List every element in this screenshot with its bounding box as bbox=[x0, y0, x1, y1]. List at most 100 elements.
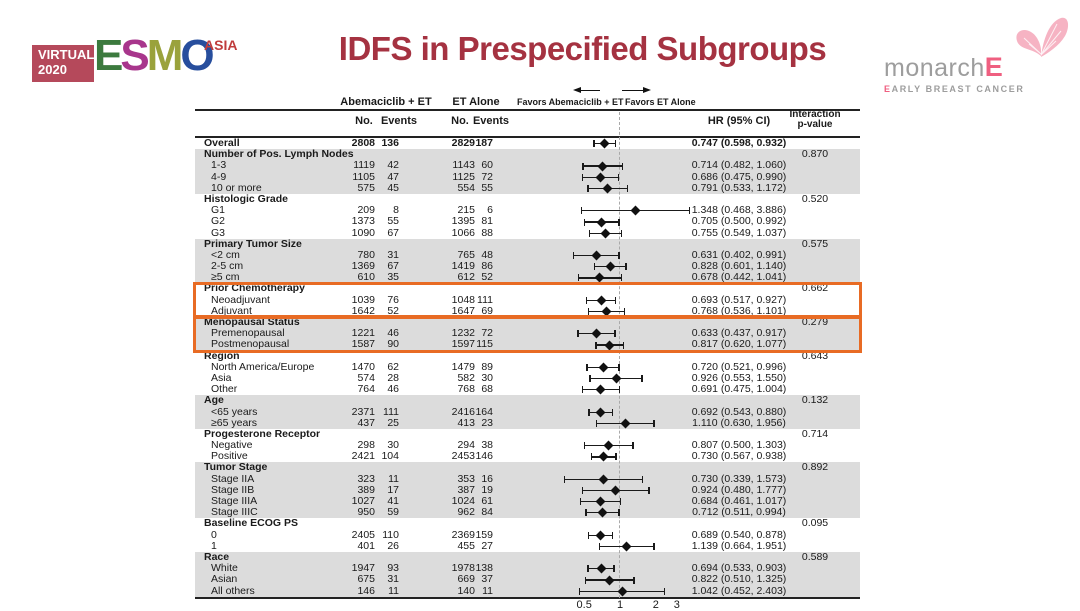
abemaciclib-events: 52 bbox=[387, 304, 399, 317]
section-label: Baseline ECOG PS bbox=[204, 517, 298, 530]
subgroup-label: Premenopausal bbox=[211, 327, 285, 340]
subgroup-row-1: 1 401 26 455 27 1.139 (0.664, 1.951) bbox=[195, 539, 860, 552]
abemaciclib-events: 55 bbox=[387, 215, 399, 228]
abemaciclib-events: 90 bbox=[387, 338, 399, 351]
subgroup-row-stage-iiia: Stage IIIA 1027 41 1024 61 0.684 (0.461, 1.01… bbox=[195, 495, 860, 507]
monarche-logo: monarchE EARLY BREAST CANCER bbox=[884, 17, 1074, 94]
hr-diamond bbox=[602, 183, 613, 194]
abemaciclib-n: 574 bbox=[357, 371, 375, 384]
ci-cap-high bbox=[618, 218, 620, 226]
et-alone-n: 962 bbox=[457, 506, 475, 519]
abemaciclib-n: 1369 bbox=[351, 260, 375, 273]
section-header-row-menopausal-status: Menopausal Status 0.279 bbox=[195, 316, 860, 328]
interaction-p-value: 0.575 bbox=[801, 237, 829, 250]
ci-cap-high bbox=[653, 419, 655, 427]
esmo-letter-s: S bbox=[120, 31, 149, 80]
et-alone-events: 52 bbox=[481, 271, 493, 284]
ci-cap-high bbox=[632, 442, 634, 450]
esmo-asia-logo: VIRTUAL 2020 ESMO ASIA bbox=[32, 34, 262, 95]
et-alone-events: 38 bbox=[481, 439, 493, 452]
hr-diamond bbox=[595, 496, 606, 507]
subgroup-row-stage-iiic: Stage IIIC 950 59 962 84 0.712 (0.511, 0.994) bbox=[195, 506, 860, 519]
subgroup-label: Other bbox=[211, 383, 238, 396]
hr-diamond bbox=[620, 418, 631, 429]
abemaciclib-events: 17 bbox=[387, 483, 399, 496]
subgroup-label: <65 years bbox=[211, 405, 258, 418]
hr-diamond bbox=[596, 563, 607, 574]
et-alone-n: 413 bbox=[457, 416, 475, 429]
ci-cap-low bbox=[586, 363, 588, 371]
subgroup-label: G1 bbox=[211, 204, 226, 217]
et-alone-n: 1479 bbox=[451, 360, 475, 373]
hr-diamond bbox=[604, 575, 615, 585]
monarche-subtitle-rest: ARLY BREAST CANCER bbox=[891, 84, 1025, 94]
ci-cap-high bbox=[615, 140, 617, 148]
section-header-row-baseline-ecog-ps: Baseline ECOG PS 0.095 bbox=[195, 517, 860, 530]
ci-cap-low bbox=[585, 296, 588, 304]
abemaciclib-events: 111 bbox=[383, 405, 399, 418]
abemaciclib-n: 764 bbox=[357, 383, 375, 396]
abemaciclib-events: 35 bbox=[387, 271, 399, 284]
abemaciclib-events: 47 bbox=[387, 170, 399, 183]
hr-diamond bbox=[597, 507, 608, 518]
subgroup-label: G2 bbox=[211, 215, 226, 228]
forest-plot: Abemaciclib + ET ET Alone Favors Abemaci… bbox=[193, 85, 862, 611]
abemaciclib-n: 298 bbox=[357, 439, 375, 452]
et-alone-n: 612 bbox=[457, 271, 475, 284]
abemaciclib-n: 1373 bbox=[351, 215, 375, 228]
ci-cap-high bbox=[641, 375, 643, 383]
et-alone-events: 30 bbox=[481, 371, 493, 384]
subgroup-row-other: Other 764 46 768 68 0.691 (0.475, 1.004) bbox=[195, 383, 860, 396]
et-alone-n: 455 bbox=[457, 539, 475, 552]
section-header-row-tumor-stage: Tumor Stage 0.892 bbox=[195, 462, 860, 474]
abemaciclib-events: 46 bbox=[387, 327, 399, 340]
ci-cap-low bbox=[581, 386, 583, 394]
section-label: Prior Chemotherapy bbox=[204, 282, 305, 295]
subgroup-row-north-america-europe: North America/Europe 1470 62 1479 89 0.720 (0… bbox=[195, 360, 860, 373]
et-alone-events: 27 bbox=[481, 539, 493, 552]
ci-cap-low bbox=[584, 218, 586, 226]
abemaciclib-events: 8 bbox=[393, 204, 399, 217]
esmo-asia-label: ASIA bbox=[204, 37, 238, 53]
abemaciclib-n: 1221 bbox=[351, 327, 375, 340]
ci-cap-high bbox=[653, 542, 655, 550]
abemaciclib-n: 780 bbox=[357, 248, 375, 261]
subgroup-label: 2-5 cm bbox=[211, 260, 244, 273]
subgroup-label: 1 bbox=[211, 539, 217, 552]
section-label: Primary Tumor Size bbox=[204, 237, 302, 250]
section-label: Menopausal Status bbox=[204, 316, 300, 328]
hr-ci-text: 1.139 (0.664, 1.951) bbox=[691, 539, 787, 552]
ci-cap-high bbox=[618, 386, 621, 394]
abemaciclib-events: 25 bbox=[387, 416, 399, 429]
et-alone-n: 2416 bbox=[451, 405, 475, 418]
hr-ci-text: 0.691 (0.475, 1.004) bbox=[691, 383, 787, 396]
hr-diamond bbox=[595, 530, 606, 541]
subgroup-label: Stage IIIA bbox=[211, 495, 258, 507]
subgroup-label: Postmenopausal bbox=[211, 338, 290, 351]
ci-cap-high bbox=[621, 162, 623, 170]
abemaciclib-n: 1105 bbox=[352, 170, 375, 183]
favors-right-arrow-icon bbox=[618, 87, 651, 94]
subgroup-row-1-3: 1-3 1119 42 1143 60 0.714 (0.482, 1.060) bbox=[195, 159, 860, 171]
et-alone-events: 19 bbox=[481, 483, 493, 496]
forest-rows: Overall 2808 136 2829 187 0.747 (0.598, 0.932… bbox=[193, 137, 862, 597]
et-alone-n: 554 bbox=[457, 181, 475, 194]
ci-cap-high bbox=[664, 587, 666, 595]
section-label: Number of Pos. Lymph Nodes bbox=[204, 148, 354, 161]
hr-ci-text: 0.712 (0.511, 0.994) bbox=[692, 506, 786, 519]
hr-diamond bbox=[594, 272, 605, 283]
col-header-interaction-pvalue: Interaction p-value bbox=[773, 110, 857, 130]
reference-line-hr1 bbox=[619, 112, 620, 598]
hr-ci-text: 0.686 (0.475, 0.990) bbox=[691, 170, 787, 183]
section-label: Progesterone Receptor bbox=[204, 427, 321, 440]
hr-ci-text: 0.694 (0.533, 0.903) bbox=[691, 562, 787, 575]
ci-cap-high bbox=[618, 509, 620, 517]
et-alone-n: 1647 bbox=[451, 304, 475, 317]
abemaciclib-events: 76 bbox=[387, 293, 399, 306]
subgroup-label: Positive bbox=[211, 450, 248, 463]
axis-tick-1: 1 bbox=[616, 599, 624, 611]
subgroup-row-g2: G2 1373 55 1395 81 0.705 (0.500, 0.992) bbox=[195, 215, 860, 228]
abemaciclib-n: 2405 bbox=[351, 528, 375, 541]
hr-ci-text: 0.924 (0.480, 1.777) bbox=[691, 483, 787, 496]
abemaciclib-events: 31 bbox=[387, 248, 399, 261]
